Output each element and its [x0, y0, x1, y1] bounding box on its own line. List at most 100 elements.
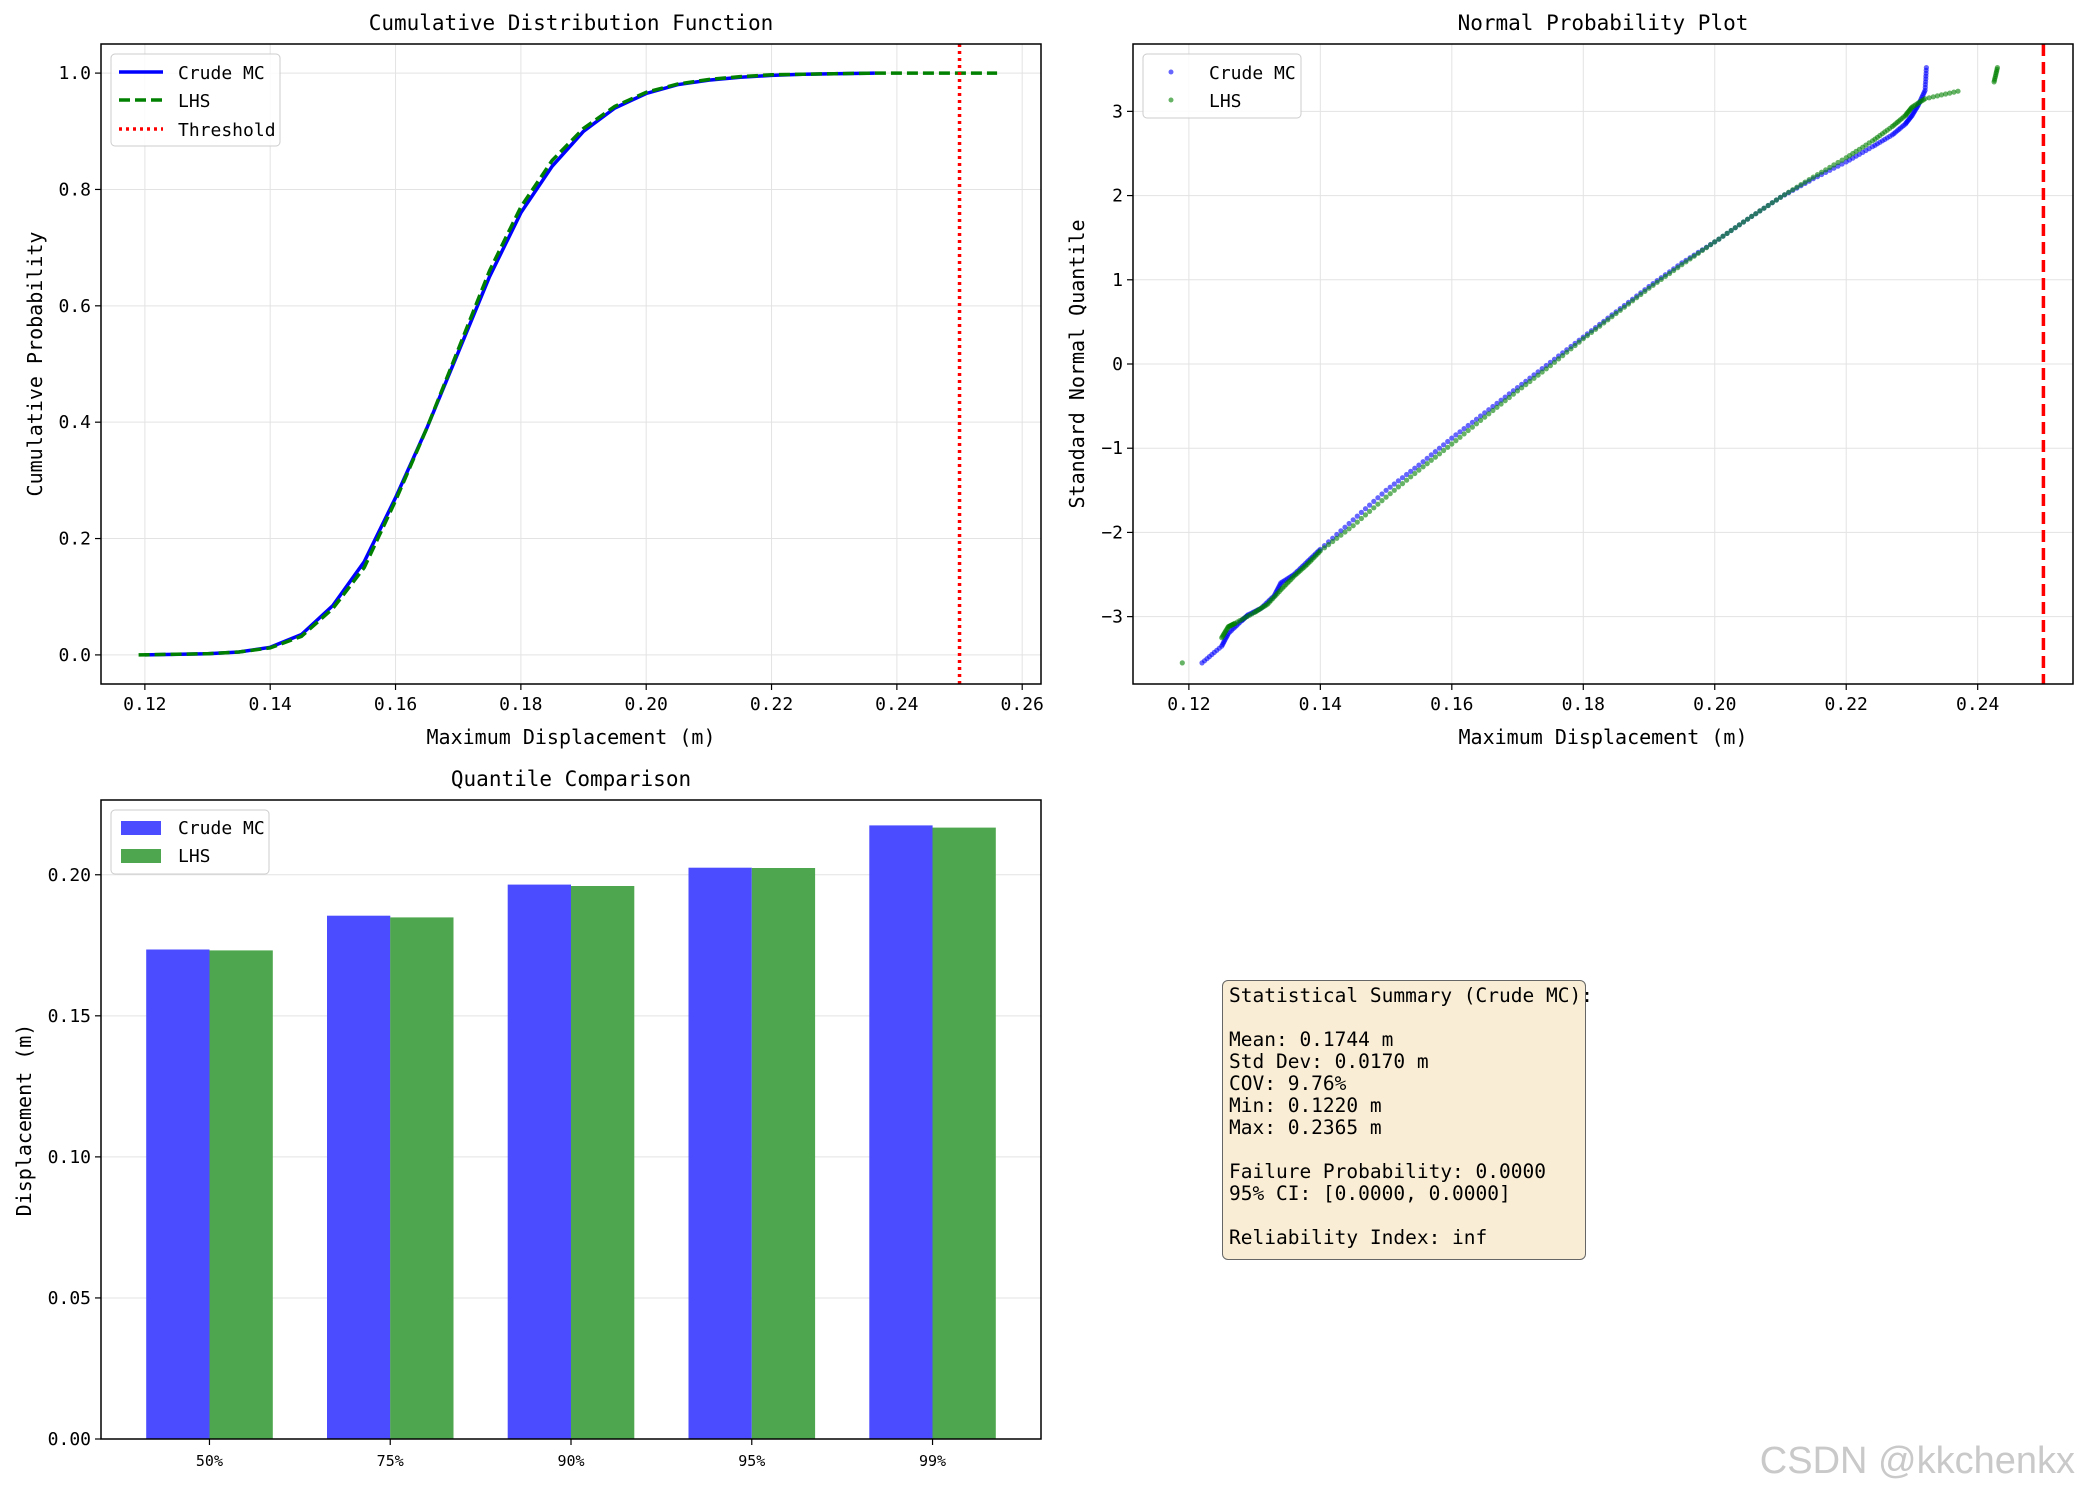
probability-plot-x-tick-label: 0.12: [1167, 694, 1210, 715]
probability-plot-point-crude-mc: [1835, 163, 1841, 169]
cdf-legend-label-crude-mc: Crude MC: [178, 63, 265, 84]
cdf-line-crude-mc: [144, 71, 875, 657]
probability-plot-point-lhs: [1465, 427, 1471, 434]
probability-plot-point-crude-mc: [1502, 394, 1508, 400]
stats-max: Max: 0.2365 m: [1229, 1116, 1382, 1139]
cdf-panel: Cumulative Distribution Function 0.12 0.1…: [23, 11, 1044, 749]
probability-plot-legend-label-crude-mc: Crude MC: [1209, 63, 1296, 84]
probability-plot-point-lhs: [1408, 474, 1414, 480]
probability-plot-point-lhs: [1650, 282, 1656, 288]
quantile-bar-crude-mc: [327, 915, 391, 1439]
probability-plot-point-lhs: [1703, 245, 1710, 251]
cdf-plot-area: [138, 44, 998, 684]
probability-plot-point-lhs: [1667, 270, 1673, 277]
probability-plot-point-crude-mc: [1371, 498, 1377, 504]
probability-plot-point-lhs: [1412, 470, 1418, 477]
cdf-legend: Crude MC LHS Threshold: [110, 53, 281, 147]
probability-plot-point-crude-mc: [1453, 432, 1459, 438]
probability-plot-title: Normal Probability Plot: [1458, 11, 1749, 35]
probability-plot-point-lhs: [1362, 512, 1369, 518]
probability-plot-point-crude-mc: [1399, 475, 1406, 481]
probability-plot-point-crude-mc: [1408, 468, 1414, 474]
probability-plot-point-lhs: [1428, 457, 1434, 463]
probability-plot-point-lhs: [1490, 407, 1496, 414]
probability-plot-point-lhs: [1625, 301, 1632, 307]
quantile-panel: Quantile Comparison 0.00 0.05 0.10 0.15 0.20…: [12, 767, 1042, 1470]
probability-plot-y-tick-label: 2: [1112, 186, 1123, 207]
probability-plot-point-crude-mc: [1395, 478, 1401, 484]
probability-plot-point-lhs: [1794, 184, 1800, 190]
probability-plot-point-lhs: [1708, 242, 1714, 248]
cdf-x-tick-label: 0.20: [625, 694, 668, 715]
probability-plot-point-crude-mc: [1358, 509, 1364, 515]
probability-plot-point-lhs: [1609, 314, 1615, 320]
quantile-bar-crude-mc: [146, 949, 210, 1439]
probability-plot-point-lhs: [1695, 250, 1701, 256]
probability-plot-point-lhs: [1790, 187, 1796, 193]
probability-plot-point-lhs: [1449, 441, 1455, 447]
probability-plot-point-lhs: [1802, 179, 1808, 185]
quantile-y-tick-label: 0.10: [48, 1147, 91, 1168]
probability-plot-point-crude-mc: [1338, 528, 1344, 534]
probability-plot-point-lhs: [1326, 542, 1332, 548]
cdf-x-tick-label: 0.16: [374, 694, 417, 715]
quantile-y-tick-label: 0.20: [48, 865, 91, 886]
probability-plot-point-lhs: [1938, 92, 1945, 98]
cdf-x-tick-label: 0.22: [750, 694, 793, 715]
probability-plot-point-crude-mc: [1346, 520, 1352, 527]
probability-plot-point-crude-mc: [1375, 495, 1381, 501]
probability-plot-x-tick-label: 0.22: [1825, 694, 1868, 715]
probability-plot-point-crude-mc: [1391, 481, 1397, 487]
probability-plot-point-crude-mc: [1490, 403, 1496, 410]
probability-plot-point-lhs: [1478, 417, 1484, 423]
probability-plot-point-lhs: [1551, 359, 1558, 365]
probability-plot-point-lhs: [1646, 285, 1652, 291]
cdf-y-tick-label: 0.0: [58, 645, 91, 666]
quantile-category-label: 95%: [738, 1452, 765, 1470]
probability-plot-point-lhs: [1654, 279, 1660, 285]
cdf-x-tick-label: 0.24: [875, 694, 918, 715]
quantile-category-label: 75%: [377, 1452, 404, 1470]
cdf-y-tick-label: 0.6: [58, 296, 91, 317]
quantile-ticks: 0.00 0.05 0.10 0.15 0.20 50% 75% 90% 95% 99%: [48, 865, 946, 1470]
probability-plot-x-tick-label: 0.24: [1956, 694, 1999, 715]
probability-plot-y-tick-label: −3: [1101, 607, 1123, 628]
probability-plot-point-lhs: [1662, 273, 1668, 279]
probability-plot-point-lhs: [1745, 216, 1751, 222]
quantile-legend-swatch-crude-mc: [121, 821, 161, 835]
probability-plot-point-lhs: [1436, 451, 1443, 457]
probability-plot-point-lhs: [1740, 219, 1747, 225]
stats-failure-probability: Failure Probability: 0.0000: [1229, 1160, 1546, 1183]
stats-title: Statistical Summary (Crude MC):: [1229, 984, 1593, 1007]
probability-plot-point-lhs: [1572, 342, 1578, 349]
probability-plot-point-lhs: [1568, 346, 1574, 352]
probability-plot-point-lhs: [1461, 431, 1467, 437]
quantile-bar-crude-mc: [688, 867, 752, 1439]
cdf-axes-frame: [100, 43, 1042, 685]
probability-plot-point-lhs: [1724, 230, 1730, 236]
quantile-bar-lhs: [390, 917, 454, 1439]
probability-plot-point-lhs: [1584, 333, 1590, 339]
probability-plot-point-lhs: [1728, 227, 1734, 234]
quantile-category-label: 90%: [557, 1452, 584, 1470]
cdf-ticks: 0.12 0.14 0.16 0.18 0.20 0.22 0.24 0.26 0.0 0.2 0.…: [58, 63, 1043, 715]
probability-plot-point-lhs: [1934, 93, 1940, 99]
probability-plot-point-lhs: [1564, 349, 1570, 355]
probability-plot-point-lhs: [1404, 477, 1410, 483]
probability-plot-point-lhs: [1399, 481, 1406, 487]
probability-plot-point-lhs: [1716, 236, 1722, 242]
quantile-y-tick-label: 0.15: [48, 1006, 91, 1027]
cdf-y-tick-label: 1.0: [58, 63, 91, 84]
probability-plot-y-tick-label: 0: [1112, 354, 1123, 375]
probability-plot-point-lhs: [1732, 225, 1738, 231]
probability-plot-point-lhs: [1814, 172, 1821, 178]
probability-plot-point-lhs: [1498, 401, 1504, 407]
probability-plot-point-crude-mc: [1445, 438, 1451, 445]
cdf-line-lhs: [138, 71, 998, 657]
probability-plot-point-crude-mc: [1334, 531, 1340, 538]
probability-plot-point-lhs: [1786, 189, 1792, 195]
probability-plot-legend: Crude MC LHS: [1142, 53, 1302, 119]
probability-plot-x-tick-label: 0.18: [1562, 694, 1605, 715]
probability-plot-point-lhs: [1753, 211, 1759, 217]
